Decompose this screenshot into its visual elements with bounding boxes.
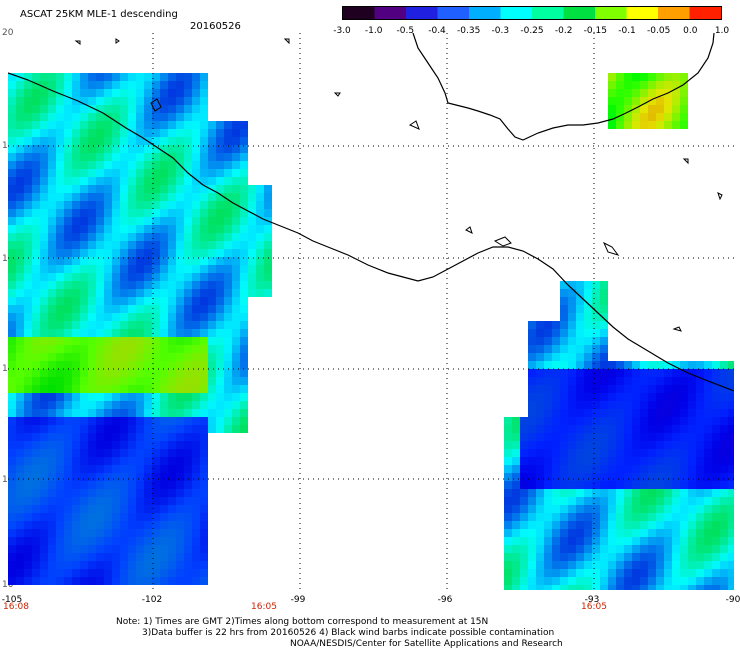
- colorbar-segment: [658, 7, 690, 19]
- colorbar-segment: [343, 7, 375, 19]
- wind-map: [8, 33, 734, 590]
- colorbar-segment: [595, 7, 627, 19]
- lon-label-90: -90: [725, 595, 740, 605]
- colorbar-tick-label: -0.1: [618, 26, 636, 36]
- lat-lon-grid: [8, 33, 734, 590]
- colorbar-tick-label: 0.0: [683, 26, 698, 36]
- lon-label-99: -99: [290, 595, 306, 605]
- footnote-line-2: 3)Data buffer is 22 hrs from 20160526 4)…: [142, 628, 555, 638]
- lon-label-102: -102: [141, 595, 163, 605]
- colorbar-tick-label: -0.5: [396, 26, 415, 36]
- lat-label-16: 16: [2, 254, 14, 264]
- colorbar-segment: [500, 7, 533, 19]
- product-date: 20160526: [190, 21, 241, 32]
- gulf-coastline: [412, 33, 715, 141]
- pacific-coastline: [8, 72, 734, 392]
- lat-label-12: 12: [2, 475, 14, 485]
- scatterometer-swaths: [8, 73, 734, 590]
- colorbar-segment: [626, 7, 659, 19]
- colorbar-tick-label: 1.0: [714, 26, 730, 36]
- time-label-east: 16:05: [581, 602, 607, 612]
- colorbar-segment: [374, 7, 407, 19]
- lat-label-18: 18: [2, 141, 14, 151]
- colorbar-segment: [532, 7, 564, 19]
- colorbar-segment: [563, 7, 596, 19]
- colorbar-tick-label: -0.3: [491, 26, 510, 36]
- colorbar-tick-label: -0.2: [554, 26, 573, 36]
- colorbar-segment: [469, 7, 501, 19]
- colorbar-tick-label: -3.0: [333, 26, 351, 36]
- colorbar-segment: [406, 7, 438, 19]
- footnote-credit: NOAA/NESDIS/Center for Satellite Applica…: [290, 639, 563, 649]
- product-title: ASCAT 25KM MLE-1 descending: [20, 9, 178, 20]
- colorbar-tick-label: -0.35: [457, 26, 481, 36]
- lon-label-93: -93: [584, 595, 600, 605]
- lat-label-14: 14: [2, 364, 14, 374]
- lon-label-105: -105: [1, 595, 23, 605]
- islands: [74, 38, 723, 332]
- lon-label-96: -96: [437, 595, 453, 605]
- colorbar-tick-label: -0.4: [428, 26, 446, 36]
- colorbar-tick-label: -0.05: [647, 26, 671, 36]
- footnote-line-1: Note: 1) Times are GMT 2)Times along bot…: [116, 617, 489, 627]
- colorbar-tick-label: -0.15: [583, 26, 607, 36]
- colorbar: [342, 6, 722, 20]
- colorbar-segment: [689, 7, 721, 19]
- lat-label-20: 20: [2, 28, 14, 38]
- colorbar-segment: [437, 7, 470, 19]
- time-label-west: 16:08: [3, 602, 29, 612]
- time-label-center: 16:05: [251, 602, 277, 612]
- lat-label-10: 10: [2, 580, 14, 590]
- colorbar-tick-label: -1.0: [364, 26, 383, 36]
- colorbar-tick-label: -0.25: [520, 26, 544, 36]
